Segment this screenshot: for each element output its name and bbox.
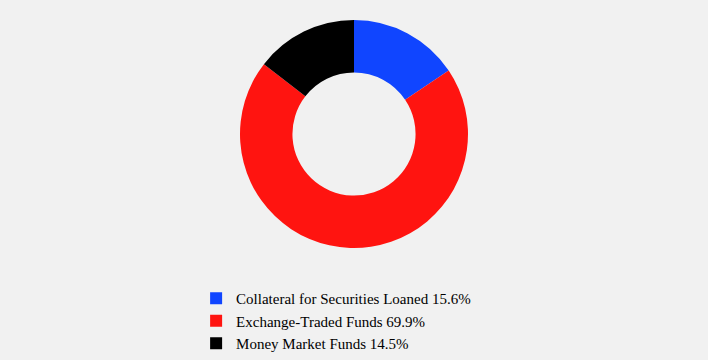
- svg-text:Exchange-Traded Funds 69.9%: Exchange-Traded Funds 69.9%: [236, 314, 425, 330]
- svg-text:Collateral for Securities Loan: Collateral for Securities Loaned 15.6%: [236, 291, 471, 307]
- svg-text:Money Market Funds 14.5%: Money Market Funds 14.5%: [236, 336, 409, 352]
